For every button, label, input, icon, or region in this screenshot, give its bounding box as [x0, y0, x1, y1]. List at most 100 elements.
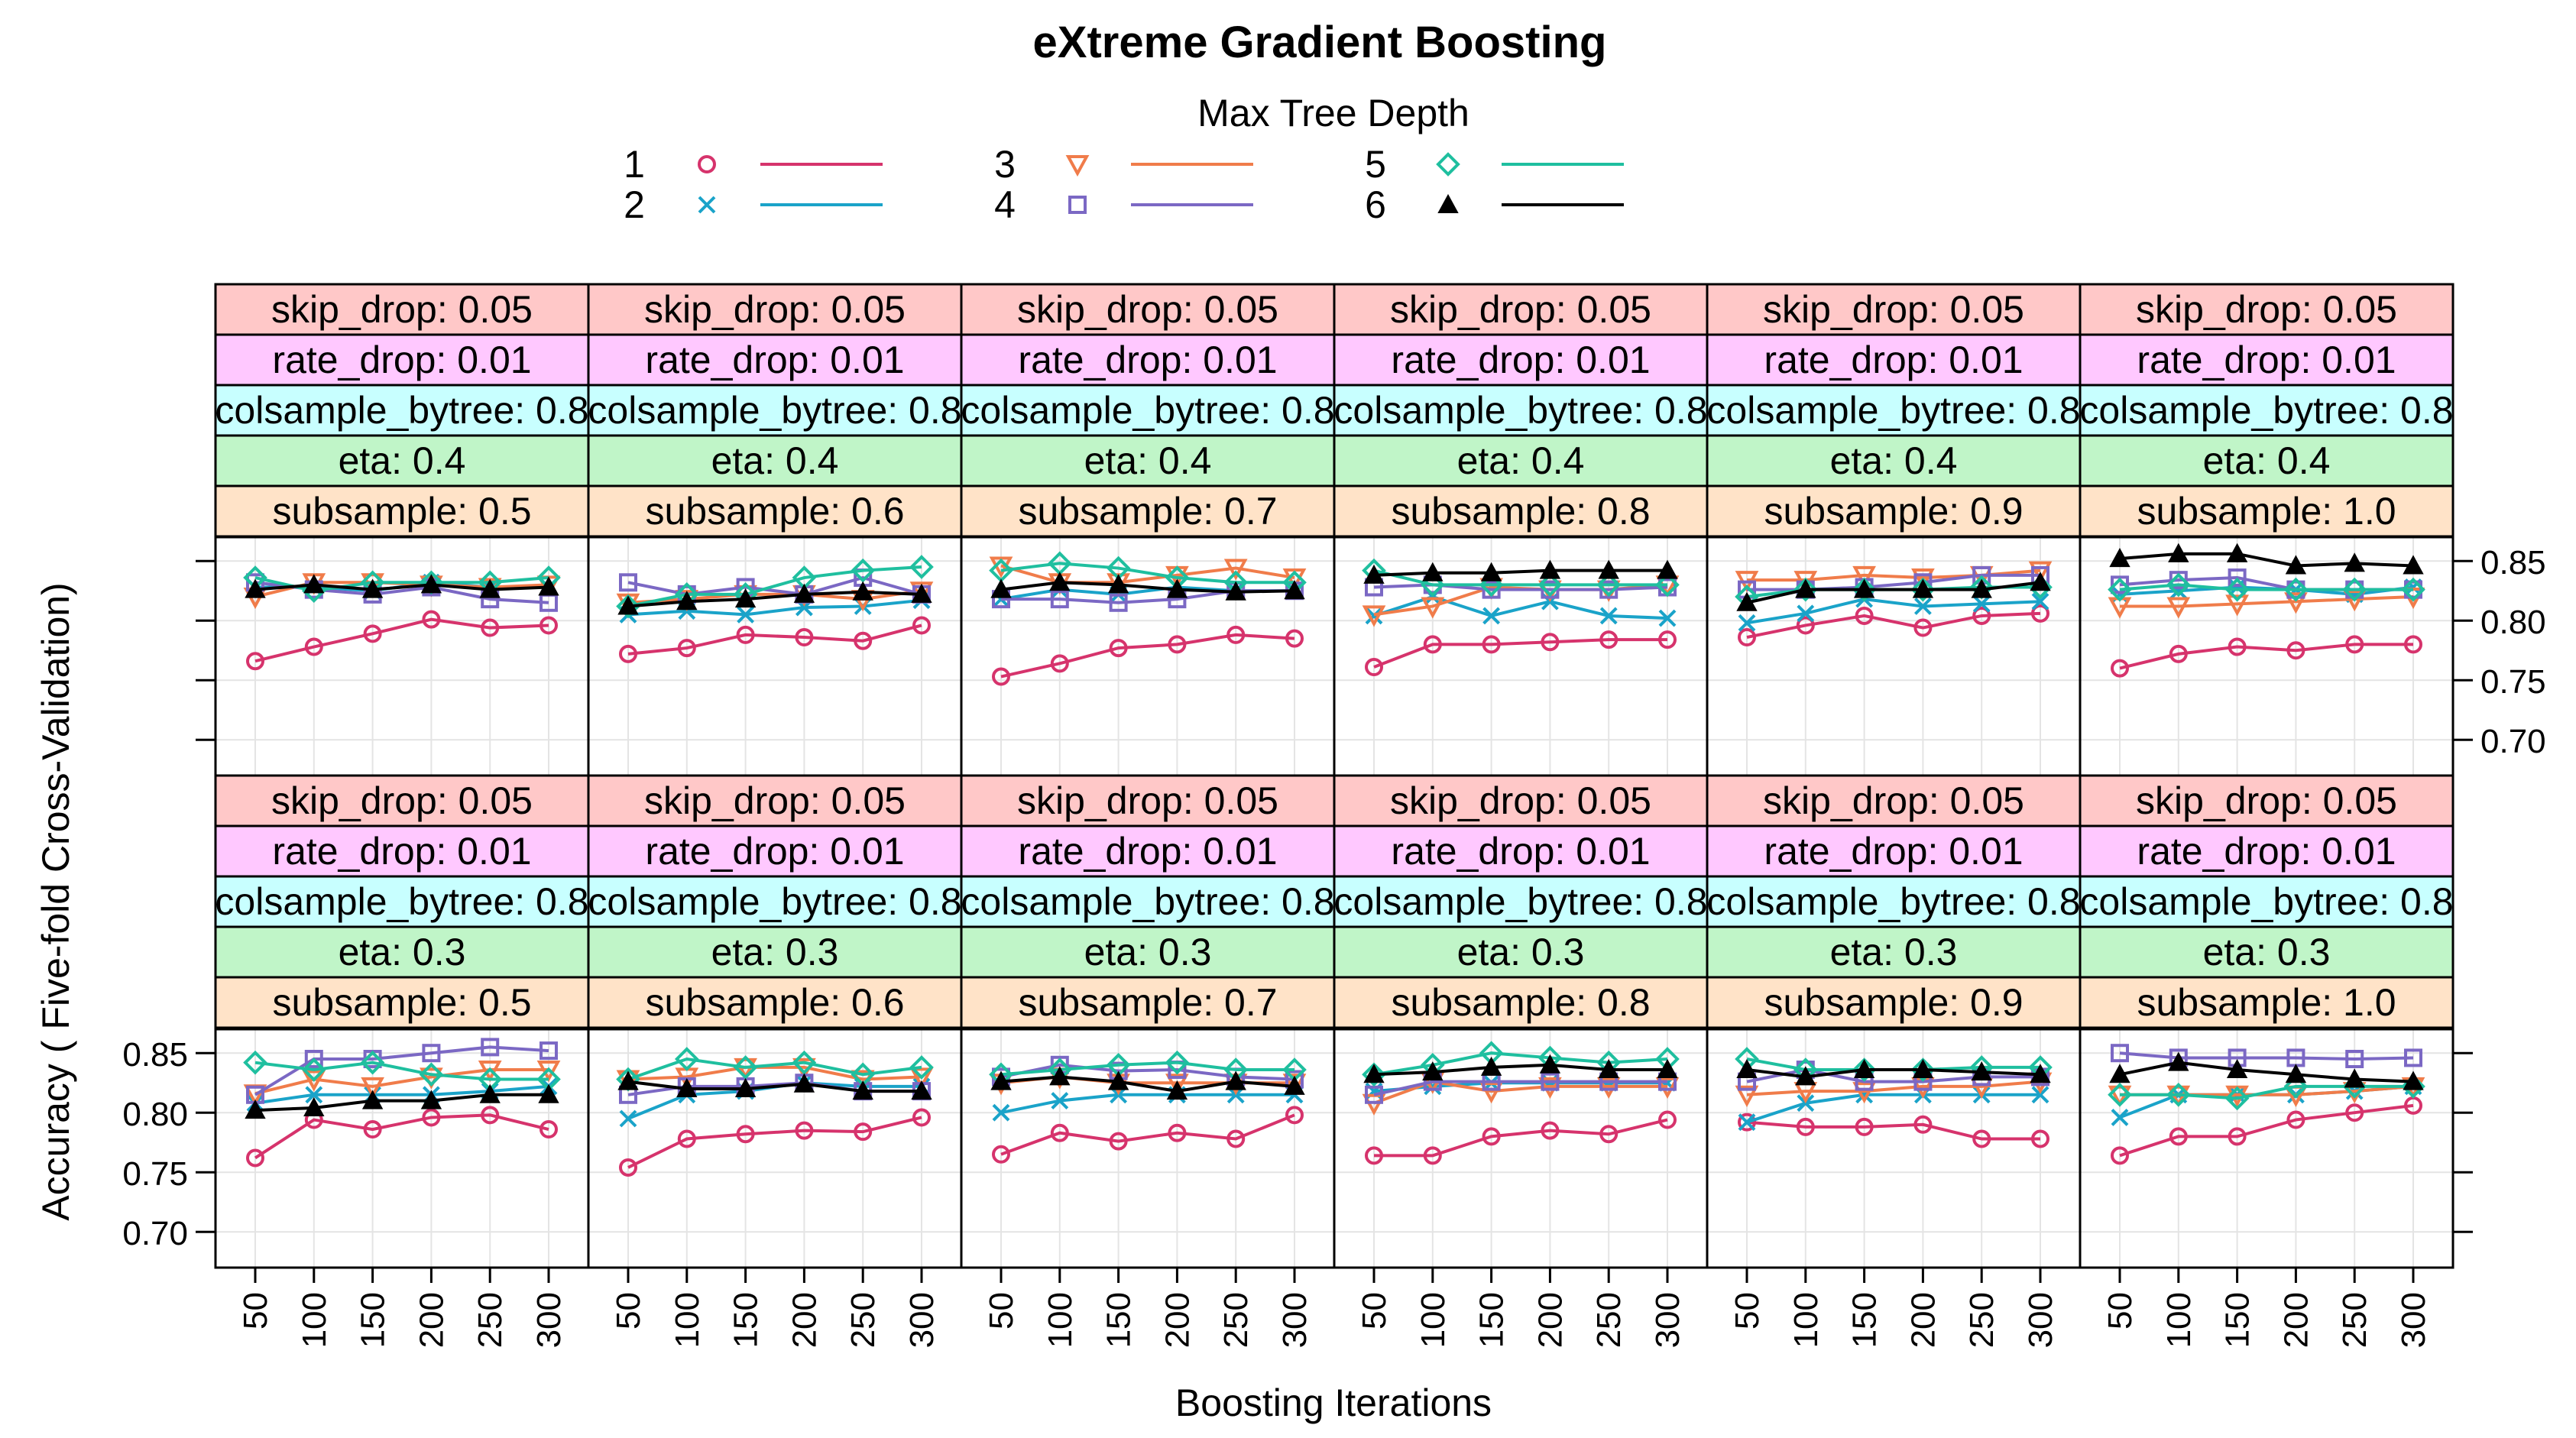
x-tick-label: 300 — [2022, 1292, 2059, 1348]
data-point — [1423, 635, 1442, 654]
data-point — [1599, 630, 1619, 649]
x-tick-label: 250 — [1590, 1292, 1628, 1348]
strip-label: skip_drop: 0.05 — [644, 288, 906, 331]
panel-r1-c3: skip_drop: 0.05 rate_drop: 0.01 colsample_… — [960, 283, 1336, 777]
strip-1: skip_drop: 0.05 — [960, 774, 1336, 827]
series-line — [1746, 611, 2041, 639]
series-line — [1000, 1075, 1295, 1093]
strip-4: eta: 0.3 — [214, 925, 590, 979]
data-point — [2226, 1058, 2248, 1079]
series-line — [1746, 1080, 2041, 1096]
data-point — [1226, 1129, 1246, 1148]
panel-row-2: skip_drop: 0.05 rate_drop: 0.01 colsample_… — [122, 774, 2473, 1269]
x-tick-label: 100 — [2160, 1292, 2198, 1348]
strip-label: rate_drop: 0.01 — [1391, 830, 1650, 873]
series-line — [627, 1116, 922, 1169]
gridlines — [2080, 1029, 2453, 1268]
series-line — [1000, 564, 1295, 585]
data-point — [1050, 654, 1069, 673]
x-tick-label: 150 — [1846, 1292, 1884, 1348]
series-line — [1746, 1057, 2040, 1072]
strip-background — [2079, 925, 2454, 979]
strip-label: subsample: 0.8 — [1391, 981, 1650, 1024]
series-depth-6 — [2109, 542, 2424, 575]
data-point — [1658, 1110, 1677, 1129]
strip-label: colsample_bytree: 0.8 — [1706, 880, 2080, 923]
legend: 12 34 56 — [624, 143, 1624, 226]
data-point — [1658, 630, 1677, 649]
strip-label: rate_drop: 0.01 — [1018, 830, 1277, 873]
data-point — [676, 1077, 698, 1097]
strip-2: rate_drop: 0.01 — [2079, 824, 2454, 878]
data-point — [677, 639, 696, 658]
strip-label: rate_drop: 0.01 — [1764, 830, 2023, 873]
data-point — [363, 1120, 382, 1139]
panel-r2-c5: skip_drop: 0.05 rate_drop: 0.01 colsample_… — [1706, 774, 2082, 1269]
series-depth-1 — [619, 1108, 931, 1177]
data-point — [304, 1050, 323, 1068]
strip-background — [1706, 976, 2082, 1029]
data-point — [479, 578, 501, 598]
data-point — [2228, 568, 2247, 588]
data-point — [1284, 1075, 1305, 1095]
data-point — [1284, 580, 1305, 600]
data-point — [243, 1050, 267, 1075]
data-point — [1422, 1061, 1444, 1081]
strip-3: colsample_bytree: 0.8 — [587, 875, 963, 928]
data-point — [2028, 561, 2053, 583]
data-point — [1912, 1058, 1934, 1079]
data-point — [1109, 639, 1128, 658]
strip-label: skip_drop: 0.05 — [1390, 779, 1651, 822]
data-point — [992, 1145, 1010, 1164]
series-line — [1000, 581, 1295, 594]
strip-background — [2079, 824, 2454, 878]
panel-r2-c2: skip_drop: 0.05 rate_drop: 0.01 colsample_… — [587, 774, 963, 1269]
data-point — [992, 1103, 1010, 1122]
series-line — [254, 617, 549, 663]
data-point — [795, 628, 814, 647]
legend-entry-depth-2: 2 — [624, 183, 883, 226]
strip-5: subsample: 0.6 — [587, 484, 963, 538]
x-tick-label: 300 — [2395, 1292, 2432, 1348]
strip-background — [1706, 283, 2082, 336]
x-tick-label: 50 — [237, 1292, 274, 1330]
data-point — [2404, 1048, 2422, 1067]
strip-background — [2079, 484, 2454, 538]
strip-4: eta: 0.3 — [1333, 925, 1709, 979]
series-line — [1374, 1118, 1668, 1158]
data-point — [2111, 575, 2129, 594]
strip-label: colsample_bytree: 0.8 — [588, 880, 961, 923]
data-point — [2031, 604, 2049, 623]
strip-label: skip_drop: 0.05 — [1017, 288, 1278, 331]
panel-row-1: skip_drop: 0.05 rate_drop: 0.01 colsample_… — [196, 283, 2546, 777]
data-point — [1226, 625, 1246, 644]
series-depth-3 — [1362, 1072, 1680, 1116]
series-depth-5 — [2108, 1074, 2425, 1111]
data-point — [2285, 1064, 2307, 1083]
strip-background — [960, 976, 1336, 1029]
strip-background — [2079, 384, 2454, 437]
data-point — [1736, 591, 1758, 611]
panel-r2-c1: skip_drop: 0.05 rate_drop: 0.01 colsample_… — [214, 774, 590, 1269]
strip-background — [960, 774, 1336, 827]
x-tick-label: 200 — [2277, 1292, 2315, 1348]
series-depth-3 — [2108, 588, 2425, 619]
data-point — [1913, 598, 1932, 615]
strip-background — [960, 384, 1336, 437]
gridlines — [2080, 537, 2453, 776]
data-point — [736, 625, 755, 644]
data-point — [912, 616, 931, 635]
series-group — [616, 555, 934, 663]
strip-background — [960, 824, 1336, 878]
data-point — [2166, 1082, 2191, 1107]
data-point — [2403, 1070, 2424, 1090]
strip-label: colsample_bytree: 0.8 — [215, 389, 588, 432]
series-group — [2108, 542, 2425, 678]
data-point — [1793, 577, 1818, 602]
data-point — [909, 1067, 934, 1090]
series-depth-5 — [2108, 572, 2425, 602]
strip-1: skip_drop: 0.05 — [1706, 283, 2082, 336]
strip-background — [214, 484, 590, 538]
x-tick-label: 50 — [1356, 1292, 1393, 1330]
panel-grid: skip_drop: 0.05 rate_drop: 0.01 colsample_… — [122, 283, 2546, 1348]
